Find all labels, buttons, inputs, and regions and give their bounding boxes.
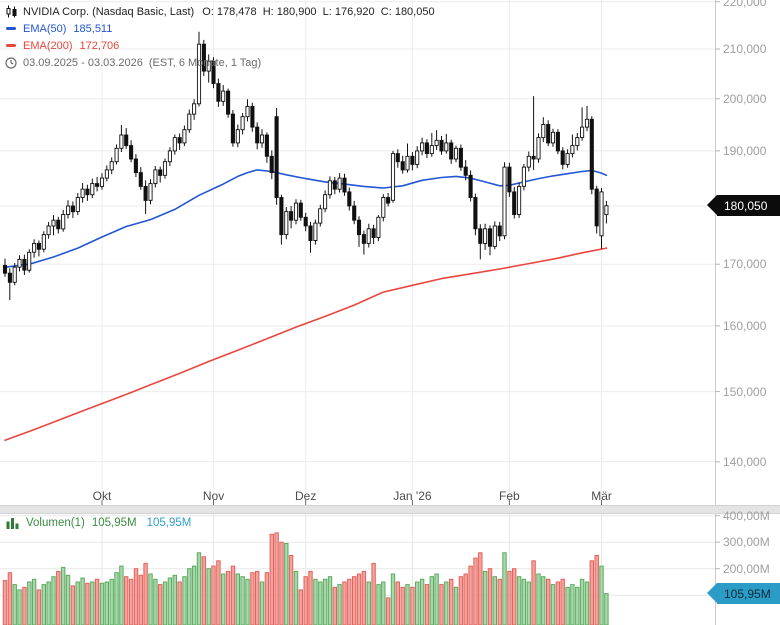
- last-price-badge: 180,050: [707, 195, 780, 217]
- price-axis-label: 220,000: [723, 0, 767, 9]
- price-axis-label: 150,000: [723, 384, 767, 399]
- price-axis-label: 170,000: [723, 257, 767, 272]
- ema50-value: 185,511: [73, 22, 113, 35]
- price-axis-label: 200,000: [723, 91, 767, 106]
- time-axis-label: Dez: [295, 489, 317, 503]
- volume-axis-label: 400,00M: [723, 508, 770, 523]
- ema50-legend[interactable]: EMA(50) 185,511: [4, 20, 435, 37]
- chart-legend: NVIDIA Corp. (Nasdaq Basic, Last) O: 178…: [4, 3, 435, 71]
- last-volume-badge: 105,95M: [707, 583, 780, 605]
- clock-icon: [4, 56, 18, 69]
- ema200-value: 172,706: [79, 39, 120, 52]
- instrument-row[interactable]: NVIDIA Corp. (Nasdaq Basic, Last) O: 178…: [4, 3, 435, 20]
- ema50-line-icon: [6, 27, 16, 30]
- time-axis-label: Jan '26: [393, 489, 432, 503]
- date-range: 03.09.2025 - 03.03.2026: [23, 56, 143, 69]
- volume-value-2: 105,95M: [146, 516, 192, 529]
- ema200-line-icon: [6, 44, 16, 47]
- time-axis-label: Nov: [202, 489, 225, 503]
- ohlc-values: O: 178,478 H: 180,900 L: 176,920 C: 180,…: [202, 5, 435, 18]
- price-axis-label: 140,000: [723, 454, 767, 469]
- volume-label: Volumen(1): [26, 516, 85, 529]
- volume-axis-label: 200,00M: [723, 561, 770, 576]
- volume-bars-icon: [6, 516, 19, 529]
- time-axis-label: Mär: [591, 489, 612, 503]
- price-axis-label: 210,000: [723, 42, 767, 57]
- time-axis-label: Feb: [499, 489, 520, 503]
- time-axis-label: Okt: [92, 489, 112, 503]
- price-axis-label: 160,000: [723, 318, 767, 333]
- ema50-label: EMA(50): [23, 22, 67, 35]
- ema200-legend[interactable]: EMA(200) 172,706: [4, 37, 435, 54]
- timeframe: (EST, 6 Monate, 1 Tag): [148, 56, 262, 69]
- candlestick-icon: [4, 5, 18, 18]
- volume-legend[interactable]: Volumen(1) 105,95M 105,95M: [6, 516, 191, 529]
- ema200-label: EMA(200): [23, 39, 73, 52]
- volume-value: 105,95M: [91, 516, 137, 529]
- pane-separator[interactable]: [0, 505, 780, 514]
- date-range-row[interactable]: 03.09.2025 - 03.03.2026 (EST, 6 Monate, …: [4, 54, 435, 71]
- price-axis-label: 190,000: [723, 143, 767, 158]
- volume-axis-label: 300,00M: [723, 535, 770, 550]
- instrument-title: NVIDIA Corp. (Nasdaq Basic, Last): [23, 5, 195, 18]
